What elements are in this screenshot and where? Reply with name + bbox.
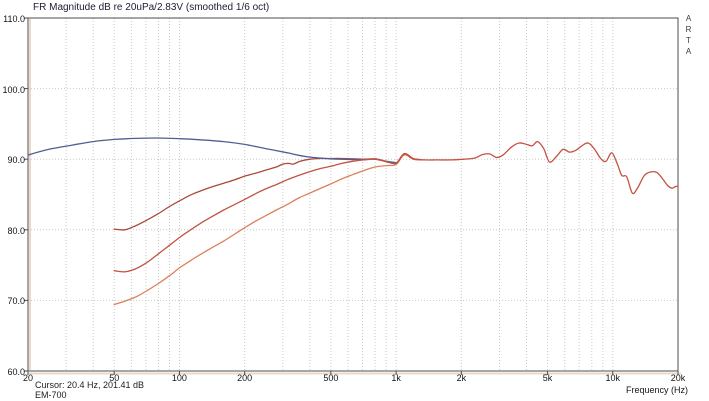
upper-measured-curve-line — [113, 152, 422, 231]
middle-measured-curve-line — [113, 140, 679, 273]
y-tick-label: 80.0 — [7, 225, 25, 236]
x-tick-label: 50 — [109, 373, 120, 383]
x-tick-label: 20k — [670, 373, 686, 383]
y-tick-label: 70.0 — [7, 296, 25, 307]
x-axis-title: Frequency (Hz) — [625, 385, 688, 395]
x-tick-label: 200 — [237, 373, 253, 383]
plot-border — [27, 17, 679, 372]
x-tick-label: 2k — [456, 373, 467, 383]
y-tick-label: 90.0 — [7, 155, 25, 166]
lower-measured-curve-line — [113, 154, 422, 306]
reference-curve-line — [27, 137, 397, 164]
x-tick-label: 100 — [171, 373, 187, 383]
x-tick-label: 20 — [22, 373, 34, 383]
x-tick-label: 1k — [391, 373, 401, 383]
y-tick-label: 60.0 — [7, 367, 25, 377]
device-label: EM-700 — [35, 390, 67, 400]
x-tick-label: 5k — [542, 373, 553, 383]
x-tick-label: 10k — [605, 373, 621, 383]
arta-watermark: ARTA — [684, 14, 693, 58]
cursor-readout: Cursor: 20.4 Hz, 201.41 dB — [35, 380, 145, 390]
y-tick-label: 110.0 — [3, 14, 25, 24]
x-tick-label: 500 — [323, 373, 339, 383]
y-tick-label: 100.0 — [2, 84, 25, 95]
chart-title: FR Magnitude dB re 20uPa/2.83V (smoothed… — [33, 2, 270, 13]
